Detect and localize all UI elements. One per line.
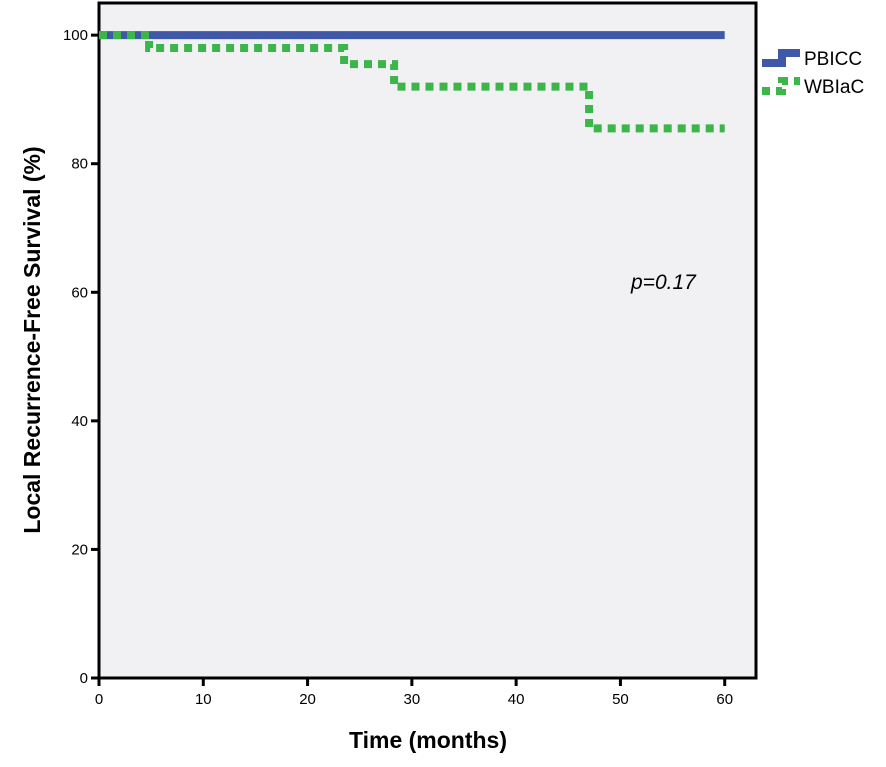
y-tick-label: 0 (80, 670, 88, 687)
y-tick-label: 100 (63, 27, 88, 44)
x-tick-label: 10 (195, 691, 212, 708)
legend-swatch-wbiac (762, 77, 800, 95)
p-value-annotation: p=0.17 (630, 271, 697, 294)
legend-label-pbicc: PBICC (804, 49, 862, 70)
y-tick-label: 40 (71, 413, 88, 430)
x-tick-label: 0 (95, 691, 103, 708)
y-tick-label: 80 (71, 156, 88, 173)
x-tick-label: 20 (299, 691, 316, 708)
series-layer (99, 31, 725, 133)
y-axis-title: Local Recurrence-Free Survival (%) (19, 146, 45, 533)
y-axis-ticks: 0 20 40 60 80 100 (63, 27, 99, 687)
legend-label-wbiac: WBIaC (804, 77, 864, 98)
plot-area (97, 1, 758, 680)
x-tick-label: 50 (612, 691, 629, 708)
legend: PBICC WBIaC (762, 49, 864, 98)
x-axis-ticks: 0 10 20 30 40 50 60 (95, 678, 733, 708)
y-tick-label: 20 (71, 541, 88, 558)
y-tick-label: 60 (71, 284, 88, 301)
series-wbiac-line (99, 31, 725, 133)
x-tick-label: 60 (716, 691, 733, 708)
x-axis-title: Time (months) (349, 727, 507, 753)
legend-swatch-pbicc (762, 49, 800, 67)
x-tick-label: 30 (404, 691, 421, 708)
x-tick-label: 40 (508, 691, 525, 708)
